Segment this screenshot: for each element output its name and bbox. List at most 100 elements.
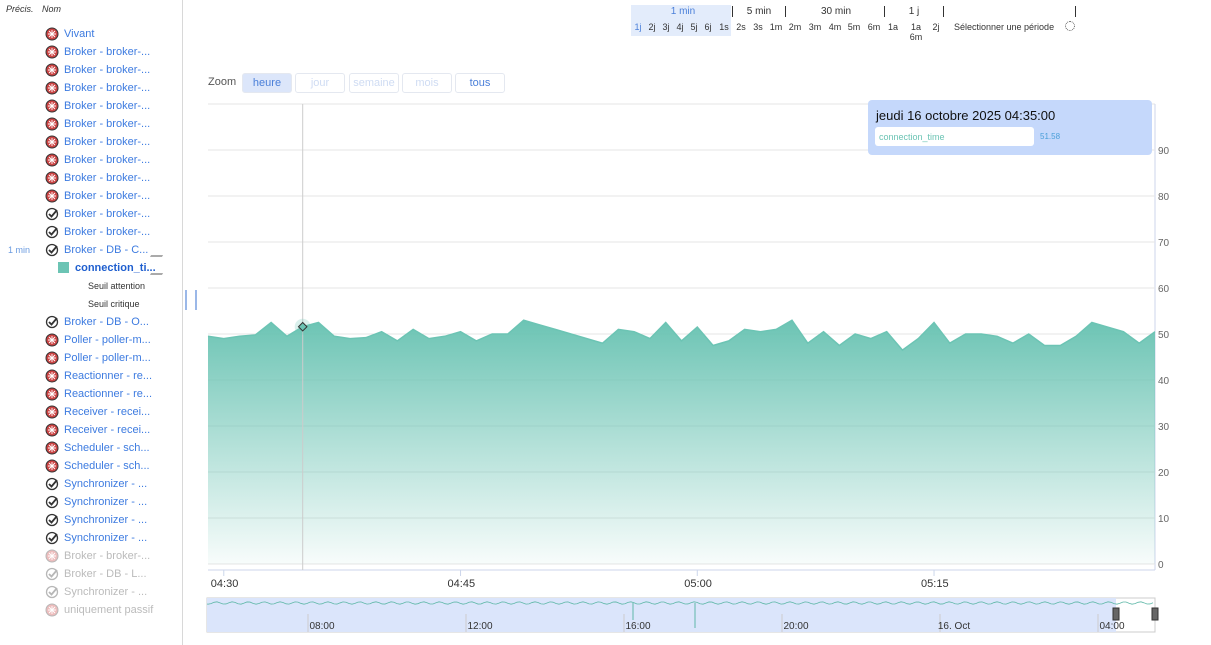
status-icon [45,351,59,365]
item-name[interactable]: Vivant [64,28,95,40]
period-option[interactable]: 1s [719,22,729,32]
navigator-handle[interactable] [1112,607,1120,621]
y-tick-label: 20 [1158,468,1170,479]
navigator-handle[interactable] [1151,607,1159,621]
status-icon [45,81,59,95]
series-swatch [58,262,69,273]
status-icon [45,27,59,41]
period-option[interactable]: 3s [753,22,763,32]
area-fill [208,320,1155,564]
item-name[interactable]: Broker - broker-... [64,208,151,220]
navigator-bg [206,597,1156,633]
tooltip-value: 51.58 [1040,132,1061,141]
period-group[interactable]: 1 j [908,6,920,17]
navigator-label: 16:00 [625,621,650,632]
navigator-line [206,601,1154,605]
edit-icon[interactable] [149,243,171,257]
status-icon [45,477,59,491]
status-icon [45,531,59,545]
item-name[interactable]: Seuil attention [88,281,146,291]
item-name[interactable]: Receiver - recei... [64,424,151,436]
y-tick-label: 90 [1158,146,1170,157]
item-name[interactable]: connection_ti... [75,262,156,274]
period-option[interactable]: 3j [662,22,670,32]
period-active-bg [631,5,731,36]
item-name[interactable]: Broker - broker-... [64,118,151,130]
period-option[interactable]: 2s [736,22,746,32]
item-name[interactable]: Broker - broker-... [64,550,151,562]
period-option[interactable]: 2j [932,22,940,32]
period-option[interactable]: 1m [769,22,783,32]
status-icon [45,153,59,167]
period-group[interactable]: 1 min [670,6,696,17]
status-icon [45,225,59,239]
y-tick-label: 40 [1158,376,1170,387]
sidebar: Précis. Nom Vivant Broker - broker-... Bro… [0,0,183,645]
period-option[interactable]: 1a 6m [909,22,923,42]
period-option[interactable]: 6j [704,22,712,32]
status-icon [45,315,59,329]
item-name[interactable]: Reactionner - re... [64,388,153,400]
item-name[interactable]: Broker - broker-... [64,136,151,148]
period-option[interactable]: 2m [788,22,802,32]
tooltip-series: connection_time [879,132,945,142]
navigator-label: 20:00 [783,621,808,632]
period-group[interactable]: 30 min [820,6,851,17]
item-name[interactable]: Broker - broker-... [64,190,151,202]
zoom-button[interactable]: heure [242,73,292,93]
item-name[interactable]: Broker - broker-... [64,154,151,166]
item-name[interactable]: uniquement passif [64,604,154,616]
item-name[interactable]: Broker - broker-... [64,226,151,238]
item-name[interactable]: Broker - broker-... [64,82,151,94]
tooltip-box [868,100,1152,155]
item-name[interactable]: Synchronizer - ... [64,532,148,544]
item-name[interactable]: Receiver - recei... [64,406,151,418]
y-tick-label: 0 [1158,560,1164,571]
y-tick-label: 50 [1158,330,1170,341]
item-name[interactable]: Synchronizer - ... [64,496,148,508]
period-option[interactable]: 5m [847,22,861,32]
period-option[interactable]: 3m [808,22,822,32]
hover-halo [294,318,311,335]
resize-handle[interactable] [185,290,197,310]
item-name[interactable]: Broker - broker-... [64,46,151,58]
area-line [207,319,1156,352]
status-icon [45,405,59,419]
item-name[interactable]: Reactionner - re... [64,370,153,382]
item-name[interactable]: Synchronizer - ... [64,586,148,598]
item-name[interactable]: Broker - DB - C... [64,244,149,256]
status-icon [45,603,59,617]
item-name[interactable]: Poller - poller-m... [64,352,151,364]
zoom-button[interactable]: tous [455,73,505,93]
x-tick-label: 04:30 [211,578,239,590]
period-group[interactable]: 5 min [746,6,772,17]
item-name[interactable]: Broker - DB - L... [64,568,147,580]
period-option[interactable]: 6m [867,22,881,32]
status-icon [45,63,59,77]
item-name[interactable]: Scheduler - sch... [64,460,150,472]
item-name[interactable]: Seuil critique [88,299,140,309]
period-custom[interactable]: Sélectionner une période [954,22,1055,32]
item-name[interactable]: Broker - broker-... [64,100,151,112]
period-option[interactable]: 1j [634,22,642,32]
x-tick-label: 04:45 [448,578,476,590]
status-icon [45,171,59,185]
period-option[interactable]: 1a [887,22,898,32]
item-name[interactable]: Broker - broker-... [64,64,151,76]
item-name[interactable]: Broker - broker-... [64,172,151,184]
navigator-label: 04:00 [1099,621,1124,632]
status-icon [45,243,59,257]
item-name[interactable]: Synchronizer - ... [64,514,148,526]
item-name[interactable]: Synchronizer - ... [64,478,148,490]
settings-icon[interactable] [1065,21,1075,31]
period-option[interactable]: 4m [828,22,842,32]
item-name[interactable]: Scheduler - sch... [64,442,150,454]
item-name[interactable]: Poller - poller-m... [64,334,151,346]
period-option[interactable]: 2j [648,22,656,32]
period-option[interactable]: 4j [676,22,684,32]
status-icon [45,387,59,401]
item-name[interactable]: Broker - DB - O... [64,316,149,328]
status-icon [45,441,59,455]
tooltip-row [875,127,1034,146]
period-option[interactable]: 5j [690,22,698,32]
